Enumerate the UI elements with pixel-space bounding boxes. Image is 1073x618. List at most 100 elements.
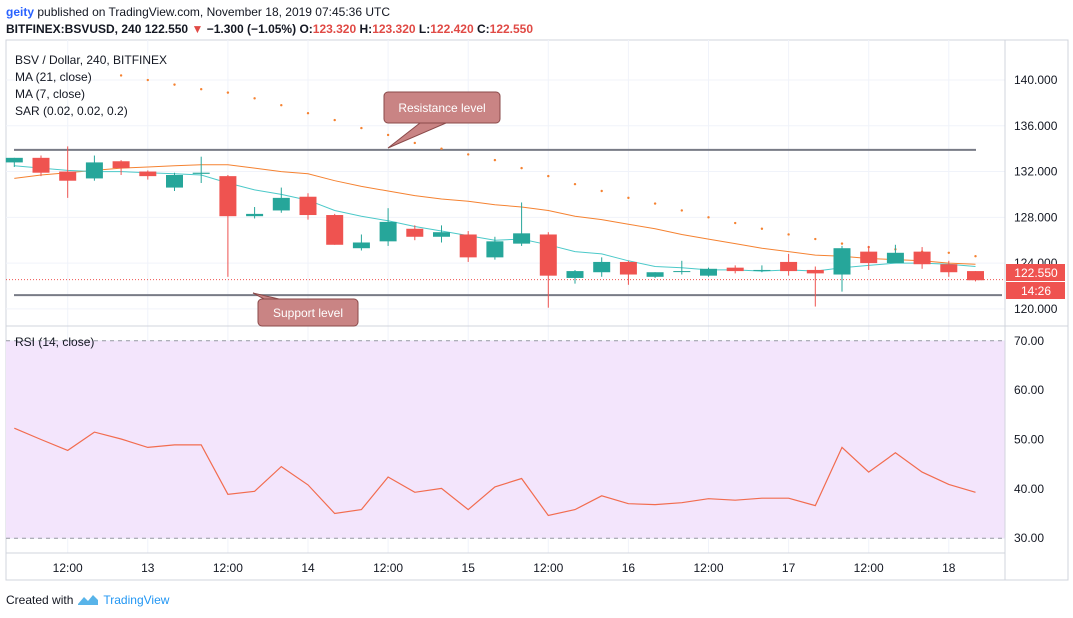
- x-tick-label: 17: [782, 561, 796, 575]
- price-tick-label: 120.000: [1014, 302, 1058, 316]
- candle-body: [913, 251, 931, 265]
- legend-title: BSV / Dollar, 240, BITFINEX: [15, 53, 167, 67]
- low-label: L:: [418, 22, 431, 36]
- timer-value: 14:26: [1021, 284, 1051, 298]
- candle-body: [326, 215, 344, 245]
- candle-body: [566, 271, 584, 278]
- price-tag-value: 122.550: [1014, 266, 1058, 280]
- x-tick-label: 18: [942, 561, 956, 575]
- ma21-line: [14, 164, 976, 265]
- candle-body: [299, 196, 317, 216]
- sar-dot: [173, 83, 176, 86]
- candle-body: [967, 271, 984, 281]
- candle-body: [166, 174, 183, 188]
- candle-body: [780, 261, 798, 272]
- author-link[interactable]: geity: [6, 5, 35, 19]
- sar-dot: [814, 237, 817, 241]
- high-label: H:: [359, 22, 373, 36]
- sar-dot: [493, 158, 497, 162]
- candle-body: [5, 157, 23, 163]
- ohlc-header: BITFINEX:BSVUSD, 240 122.550 ▼ −1.300 (−…: [6, 21, 533, 37]
- price-tag-box: [1006, 264, 1065, 281]
- legend-ma7: MA (7, close): [15, 87, 85, 101]
- candle-body: [486, 241, 504, 258]
- candle-body: [59, 171, 77, 181]
- candle-body: [673, 271, 691, 273]
- support-box: [257, 298, 359, 327]
- rsi-line: [14, 427, 976, 517]
- candle-body: [700, 268, 717, 276]
- candle-body: [726, 267, 744, 272]
- rsi-tick-label: 40.00: [1014, 482, 1044, 496]
- candle-body: [940, 264, 958, 273]
- rsi-tick-label: 70.00: [1014, 334, 1044, 348]
- candle-body: [860, 251, 878, 264]
- publish-info: geity published on TradingView.com, Nove…: [6, 4, 390, 20]
- legend-sar: SAR (0.02, 0.02, 0.2): [15, 104, 128, 118]
- sar-dot: [520, 166, 523, 170]
- candle-body: [539, 234, 557, 276]
- sar-dot: [306, 112, 310, 115]
- candle-body: [272, 197, 290, 211]
- x-tick-label: 12:00: [854, 561, 884, 575]
- sar-dot: [840, 242, 844, 245]
- x-tick-label: 12:00: [373, 561, 403, 575]
- sar-dot: [280, 104, 283, 107]
- timer-box: [1006, 282, 1065, 299]
- candle-body: [219, 176, 237, 217]
- price-tick-label: 140.000: [1014, 73, 1058, 87]
- candle-body: [85, 162, 103, 179]
- sar-dot: [413, 141, 416, 145]
- candle-body: [806, 269, 824, 274]
- high-value: 123.320: [372, 22, 416, 36]
- rsi-tick-label: 50.00: [1014, 433, 1044, 447]
- sar-dot: [146, 78, 149, 82]
- candle-body: [753, 269, 771, 271]
- candle-body: [139, 171, 157, 177]
- candle-body: [833, 248, 851, 275]
- x-tick-label: 12:00: [693, 561, 723, 575]
- candle-body: [406, 228, 424, 237]
- resistance-box: [383, 91, 501, 124]
- sar-dot: [947, 251, 950, 254]
- sar-dot: [253, 97, 256, 100]
- candle-body: [192, 172, 210, 174]
- legend-ma21: MA (21, close): [15, 70, 92, 84]
- resistance-callout: Resistance level: [383, 91, 501, 149]
- sar-dot: [680, 209, 683, 212]
- x-tick-label: 14: [301, 561, 315, 575]
- candle-body: [459, 234, 477, 258]
- sar-dot: [573, 182, 577, 186]
- sar-dot: [653, 202, 657, 205]
- candle-body: [246, 213, 264, 217]
- sar-dot: [787, 233, 790, 236]
- candle-body: [593, 261, 611, 273]
- sar-dot: [707, 216, 710, 219]
- sar-dot: [627, 196, 630, 200]
- low-value: 122.420: [430, 22, 474, 36]
- rsi-band: [6, 340, 1005, 539]
- candle-body: [112, 161, 130, 169]
- rsi-tick-label: 60.00: [1014, 383, 1044, 397]
- sar-dot: [734, 221, 737, 225]
- support-callout: Support level: [252, 292, 359, 327]
- candle-body: [513, 233, 531, 244]
- sar-dot: [119, 74, 123, 77]
- sar-dot: [467, 153, 470, 156]
- sar-dot: [360, 126, 363, 130]
- resistance-pointer: [387, 122, 447, 149]
- sar-dot: [333, 118, 336, 122]
- candle-body: [619, 261, 637, 275]
- x-tick-label: 13: [141, 561, 155, 575]
- support-label: Support level: [273, 306, 343, 320]
- chart-frame: [5, 39, 1069, 581]
- candle-body: [32, 157, 50, 173]
- legend-rsi: RSI (14, close): [15, 335, 94, 349]
- candle-body: [646, 272, 664, 277]
- price-change: −1.300 (−1.05%): [206, 22, 297, 36]
- tradingview-link[interactable]: TradingView: [103, 593, 170, 607]
- symbol-label: BITFINEX:BSVUSD, 240: [6, 22, 142, 36]
- sar-dot: [760, 227, 764, 230]
- sar-dot: [600, 189, 603, 193]
